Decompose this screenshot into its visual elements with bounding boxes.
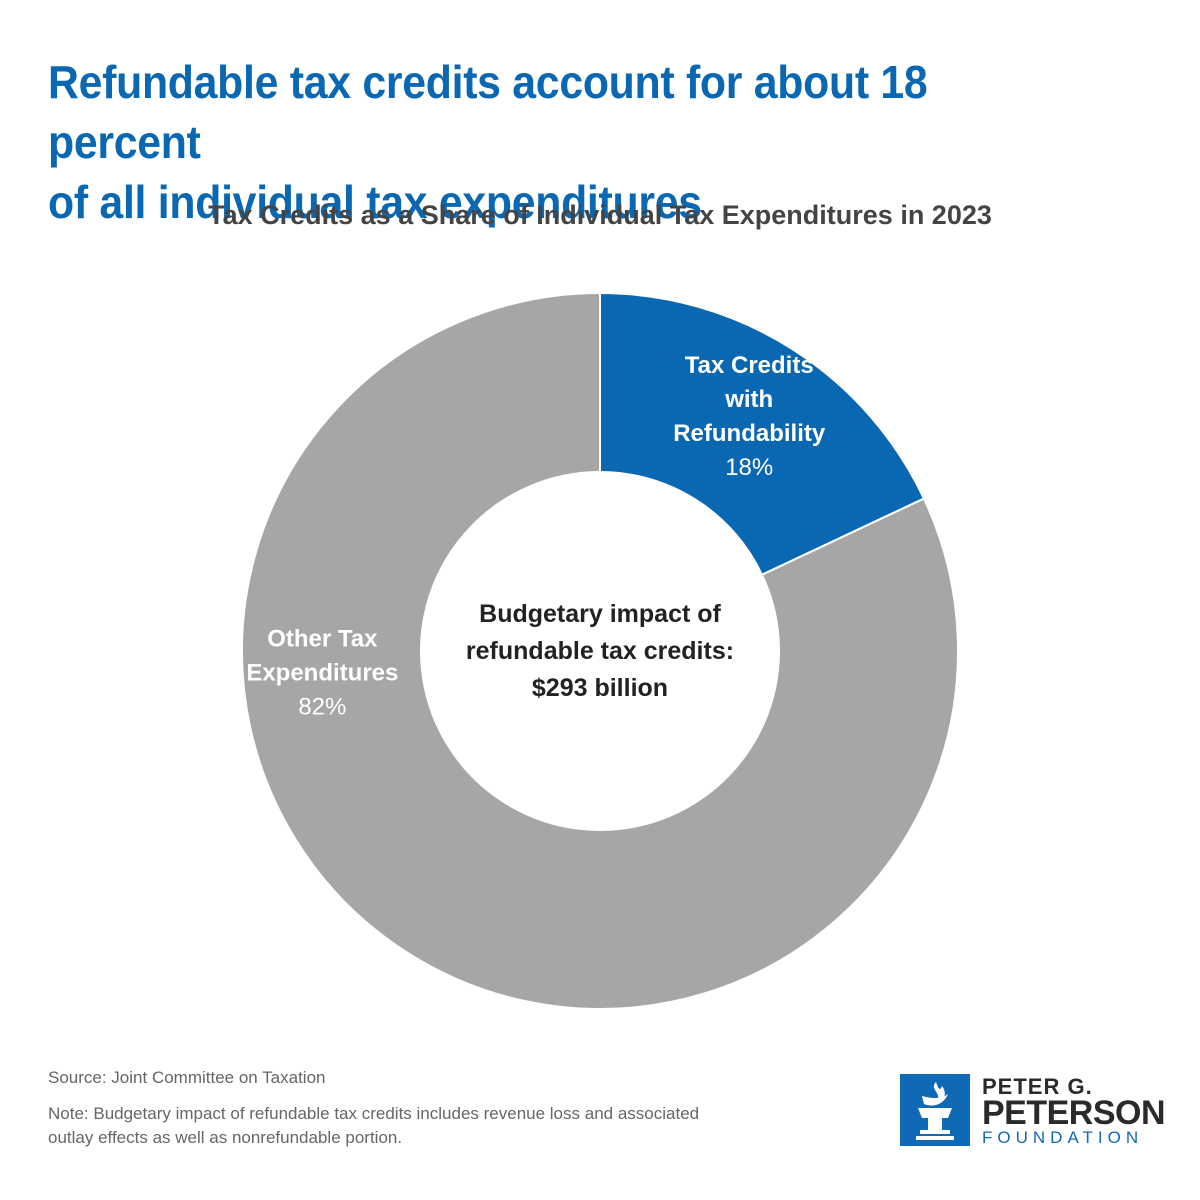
logo-text-line-1: PETER G. [982,1074,1093,1099]
slice-label-text: Refundability [673,420,826,447]
center-text-line: $293 billion [532,674,668,702]
logo-text-line-3: FOUNDATION [982,1128,1144,1147]
logo-text-line-2: PETERSON [982,1094,1166,1132]
slice-label-text: Tax Credits [685,352,814,379]
donut-chart: Tax Credits with Refundability 18% Other Tax… [241,291,959,1010]
footnote-line-2: outlay effects as well as nonrefundable … [48,1128,403,1147]
headline-line-1: Refundable tax credits account for about… [48,56,928,168]
center-annotation: Budgetary impact of refundable tax credit… [466,600,734,702]
slice-label-text: Other Tax [267,626,378,653]
torch-icon [916,1082,954,1140]
source-note: Source: Joint Committee on Taxation [48,1068,326,1087]
slice-label-text: Expenditures [246,660,398,687]
slice-value-label: 18% [725,454,773,481]
logo-box [900,1074,970,1146]
headline-line-2: of all individual tax expenditures [48,176,702,228]
slice-other-tax-expenditures [241,291,959,1010]
slice-label-text: with [724,386,773,413]
slice-tax-credits-with-refundability [599,291,926,577]
peterson-foundation-logo: PETER G. PETERSON FOUNDATION [900,1074,1166,1148]
slice-value-label: 82% [298,694,346,721]
center-text-line: Budgetary impact of [479,600,721,628]
footnote-line-1: Note: Budgetary impact of refundable tax… [48,1104,700,1123]
donut-slices [241,291,959,1010]
chart-title: Tax Credits as a Share of Individual Tax… [208,200,992,230]
center-text-line: refundable tax credits: [466,637,734,665]
headline: Refundable tax credits account for about… [48,52,1090,232]
slice-labels: Tax Credits with Refundability 18% Other Tax… [246,352,826,721]
footnote: Note: Budgetary impact of refundable tax… [48,1102,828,1150]
